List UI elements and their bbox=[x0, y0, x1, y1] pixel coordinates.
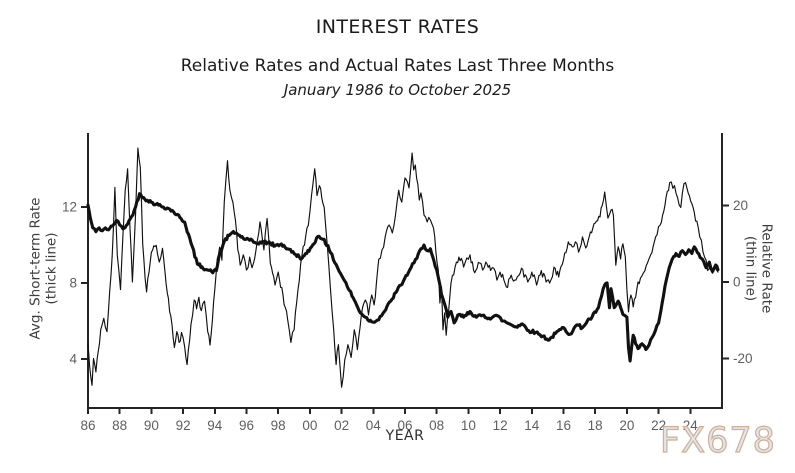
x-tick-label: 94 bbox=[207, 418, 223, 433]
right-tick-label: 20 bbox=[733, 198, 748, 213]
chart-date-range: January 1986 to October 2025 bbox=[283, 81, 512, 99]
x-tick-label: 88 bbox=[112, 418, 127, 433]
left-axis-title-line1: Avg. Short-term Rate bbox=[27, 197, 44, 340]
series-relative-rate-thin bbox=[87, 147, 719, 388]
left-tick-label: 8 bbox=[69, 276, 77, 291]
x-tick-label: 14 bbox=[524, 418, 540, 433]
x-axis-title: YEAR bbox=[385, 428, 425, 444]
x-tick-label: 22 bbox=[651, 418, 666, 433]
x-tick-label: 92 bbox=[176, 418, 191, 433]
x-tick-label: 86 bbox=[80, 418, 95, 433]
x-tick-label: 08 bbox=[429, 418, 444, 433]
right-tick-label: 0 bbox=[733, 275, 741, 290]
x-tick-label: 04 bbox=[366, 418, 382, 433]
chart-title: INTEREST RATES bbox=[315, 16, 480, 38]
x-tick-label: 02 bbox=[334, 418, 349, 433]
right-axis-title-line2: (thin line) bbox=[743, 235, 759, 302]
right-tick-label: -20 bbox=[733, 351, 753, 366]
x-tick-label: 06 bbox=[397, 418, 412, 433]
x-tick-label: 18 bbox=[588, 418, 603, 433]
right-axis-title: Relative Rate (thin line) bbox=[742, 159, 775, 379]
series-avg-short-term-rate-thick bbox=[86, 192, 720, 363]
x-tick-label: 00 bbox=[302, 418, 317, 433]
right-axis-title-line1: Relative Rate bbox=[758, 223, 775, 314]
x-tick-label: 16 bbox=[556, 418, 571, 433]
x-tick-label: 12 bbox=[493, 418, 508, 433]
left-axis-title: Avg. Short-term Rate (thick line) bbox=[27, 159, 59, 379]
fx678-watermark: FX678 bbox=[659, 420, 776, 461]
left-tick-label: 12 bbox=[62, 200, 77, 215]
left-tick-label: 4 bbox=[69, 352, 77, 367]
x-tick-label: 96 bbox=[239, 418, 254, 433]
x-tick-label: 90 bbox=[144, 418, 159, 433]
left-axis-title-line2: (thick line) bbox=[43, 232, 59, 305]
chart-subtitle: Relative Rates and Actual Rates Last Thr… bbox=[180, 56, 615, 76]
x-tick-label: 98 bbox=[271, 418, 286, 433]
x-tick-label: 20 bbox=[619, 418, 634, 433]
x-tick-label: 24 bbox=[683, 418, 699, 433]
x-tick-label: 10 bbox=[461, 418, 476, 433]
